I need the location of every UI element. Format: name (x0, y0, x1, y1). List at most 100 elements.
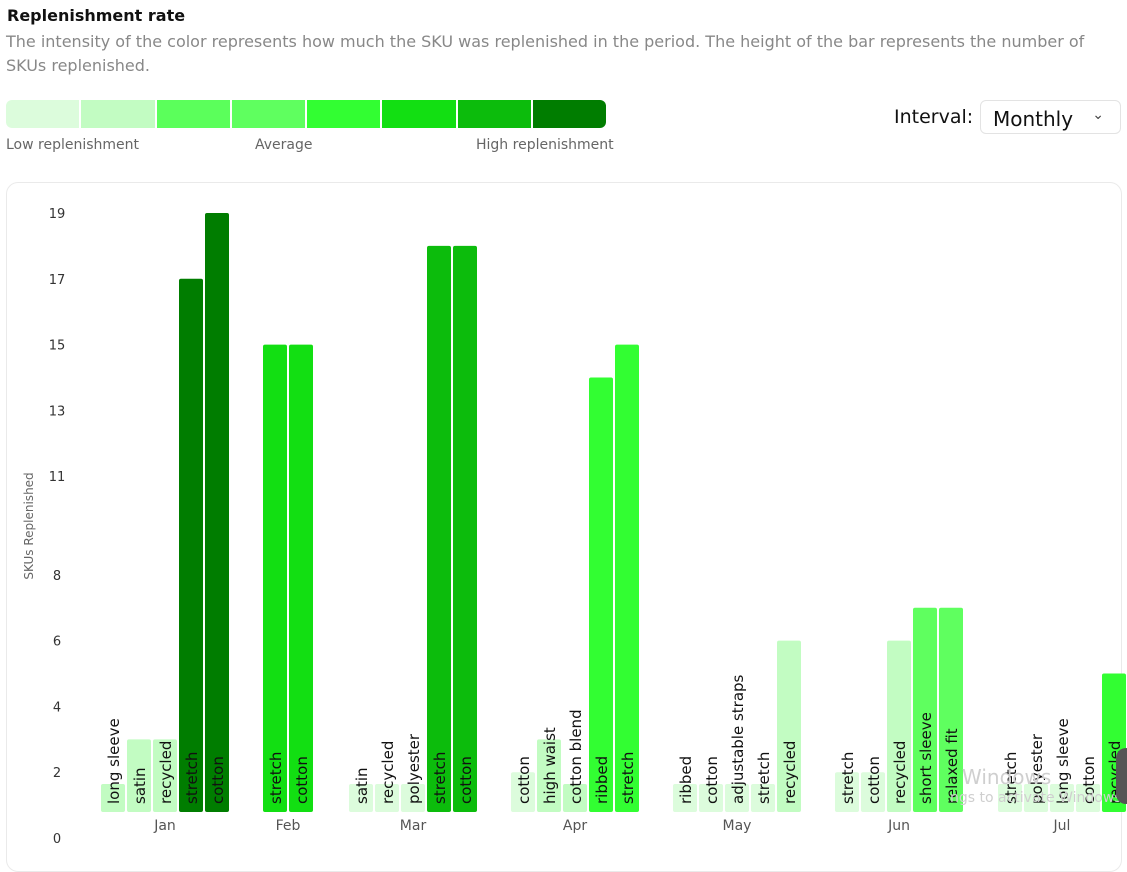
bar (289, 344, 313, 812)
bar-label: stretch (183, 752, 201, 804)
bar (777, 640, 801, 812)
bar-label: stretch (839, 752, 857, 804)
chart-description: The intensity of the color represents ho… (6, 32, 1085, 75)
bar (205, 213, 229, 812)
activation-watermark-subtext: ngs to activate Windows (950, 790, 1122, 806)
bar-label: short sleeve (917, 712, 935, 804)
y-tick-label: 4 (53, 700, 61, 715)
legend-average-label: Average (255, 137, 313, 153)
legend-swatch (81, 100, 157, 128)
bar (998, 784, 1022, 812)
y-tick-label: 2 (53, 766, 61, 781)
scroll-handle[interactable] (1116, 748, 1127, 804)
x-tick-label: Jul (1053, 818, 1071, 834)
bar-label: cotton blend (567, 709, 585, 804)
bar-label: cotton (293, 756, 311, 804)
y-tick-label: 8 (53, 569, 61, 584)
bar-label: recycled (157, 741, 175, 804)
x-tick-label: May (723, 818, 752, 834)
bar-label: polyester (1028, 733, 1046, 804)
bar-label: relaxed fit (943, 728, 961, 804)
bar (939, 607, 963, 812)
y-tick-label: 6 (53, 635, 61, 650)
legend-low-label: Low replenishment (6, 137, 140, 153)
y-tick-label: 11 (49, 470, 66, 485)
bar (673, 784, 697, 812)
bar-label: high waist (541, 727, 559, 804)
intensity-legend-bar (6, 100, 606, 128)
legend-swatch (156, 100, 232, 128)
bar (751, 784, 775, 812)
interval-label: Interval: (894, 106, 974, 128)
x-tick-label: Jan (153, 818, 176, 834)
bar (589, 377, 613, 812)
bar (835, 772, 859, 812)
bar-label: ribbed (677, 756, 695, 804)
bar-label: polyester (405, 733, 423, 804)
y-tick-label: 19 (49, 207, 66, 222)
bar (615, 344, 639, 812)
bar-label: long sleeve (1054, 718, 1072, 804)
bar (101, 784, 125, 812)
bar-label: ribbed (593, 756, 611, 804)
legend-high-label: High replenishment (476, 137, 614, 153)
y-axis-label: SKUs Replenished (22, 472, 36, 579)
bar (725, 784, 749, 812)
bar (699, 784, 723, 812)
legend-swatch (231, 100, 307, 128)
bar-label: long sleeve (105, 718, 123, 804)
bar-label: adjustable straps (729, 674, 747, 804)
bar (153, 739, 177, 812)
bar (861, 772, 885, 812)
x-tick-label: Jun (887, 818, 910, 834)
bar-label: stretch (619, 752, 637, 804)
bar-label: cotton (209, 756, 227, 804)
legend-swatch (307, 100, 383, 128)
bar (127, 739, 151, 812)
y-tick-label: 13 (49, 404, 66, 419)
bar (427, 245, 451, 813)
y-tick-label: 0 (53, 832, 61, 847)
bar-label: recycled (379, 741, 397, 804)
bar-label: satin (131, 767, 149, 804)
bar (375, 784, 399, 812)
bar (913, 607, 937, 812)
x-tick-label: Feb (276, 818, 301, 834)
bar-label: cotton (1080, 756, 1098, 804)
bar-label: recycled (781, 741, 799, 804)
bar (511, 772, 535, 812)
bar (1050, 784, 1074, 812)
bar-label: cotton (457, 756, 475, 804)
bar (563, 784, 587, 812)
bar-label: cotton (515, 756, 533, 804)
interval-selected-value: Monthly (993, 107, 1074, 131)
bar (453, 245, 477, 813)
legend-swatch (6, 100, 82, 128)
activation-watermark: Windows (962, 765, 1052, 789)
chevron-down-icon: ⌄ (1092, 107, 1104, 123)
bar (537, 739, 561, 812)
bar (349, 784, 373, 812)
bar (263, 344, 287, 812)
bar-label: recycled (891, 741, 909, 804)
bar (887, 640, 911, 812)
interval-select[interactable]: Monthly ⌄ (980, 100, 1121, 134)
bar (401, 784, 425, 812)
bar (1024, 784, 1048, 812)
legend-swatch (532, 100, 606, 128)
x-tick-label: Apr (563, 818, 587, 834)
bar-label: stretch (1002, 752, 1020, 804)
legend-swatch (457, 100, 533, 128)
x-tick-label: Mar (400, 818, 427, 834)
bar-label: satin (353, 767, 371, 804)
bar (179, 278, 203, 813)
legend-swatch (382, 100, 458, 128)
y-tick-label: 17 (49, 273, 66, 288)
y-tick-label: 15 (49, 339, 66, 354)
chart-title: Replenishment rate (7, 6, 186, 25)
bar-label: stretch (267, 752, 285, 804)
bar (1076, 784, 1100, 812)
bar-label: cotton (865, 756, 883, 804)
bar-label: cotton (703, 756, 721, 804)
